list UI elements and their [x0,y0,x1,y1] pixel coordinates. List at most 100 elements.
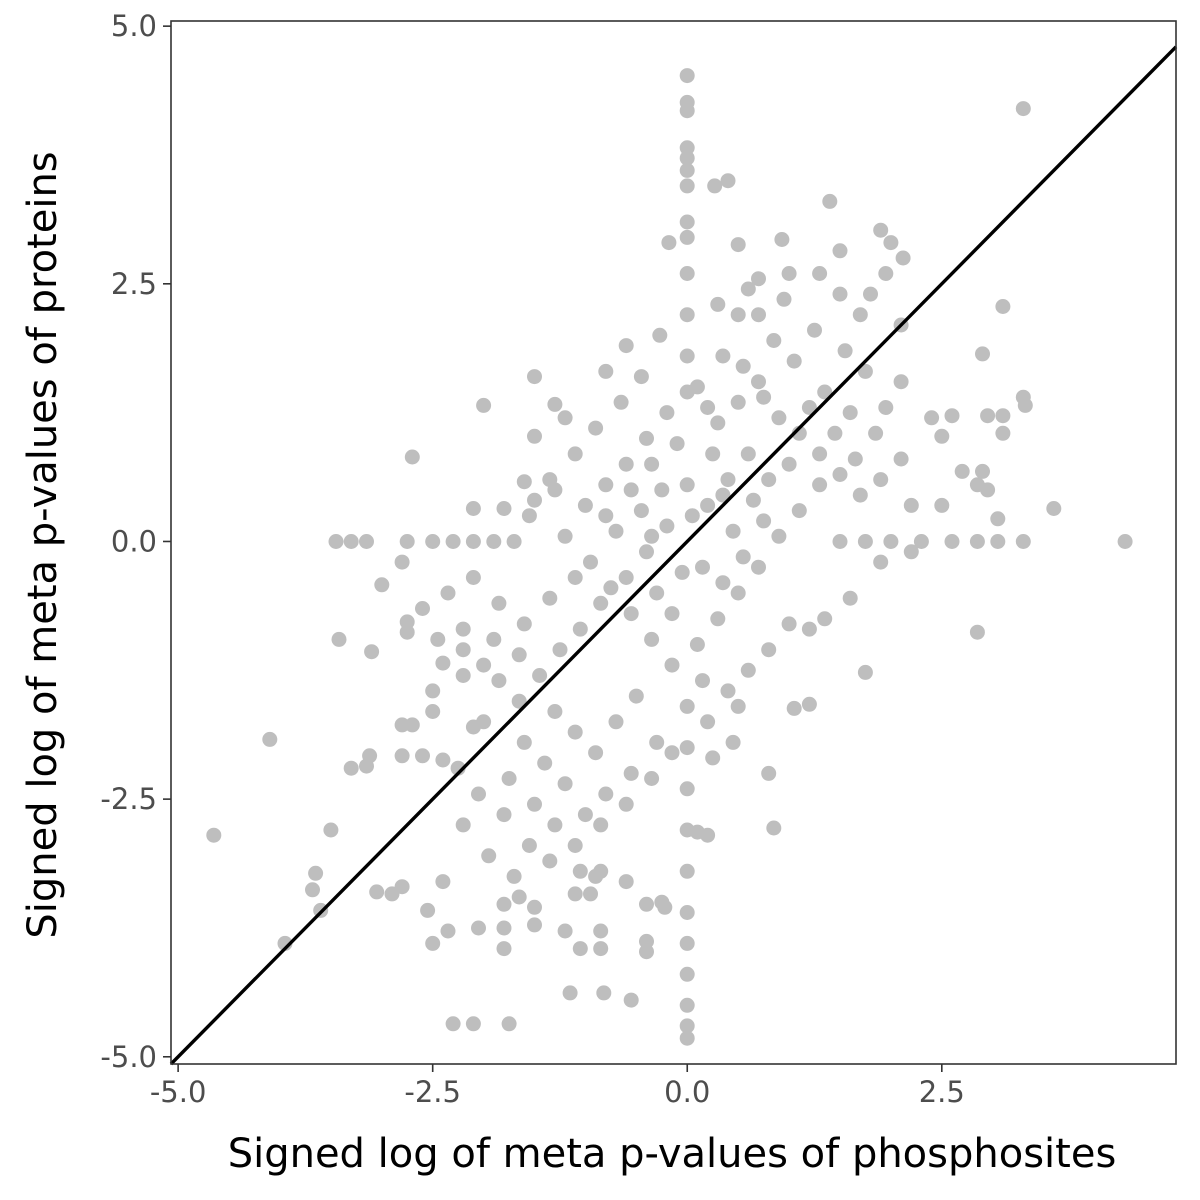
data-point [924,410,940,426]
data-point [465,719,481,735]
y-tick-label: -5.0 [100,1040,157,1074]
data-point [359,534,374,549]
data-point [1017,397,1033,413]
data-point [679,698,695,714]
data-point [695,673,710,689]
x-tick-label: -2.5 [404,1075,461,1109]
data-point [807,322,822,338]
data-point [684,508,700,524]
data-point [842,590,858,606]
data-point [791,503,807,519]
data-point [445,1016,461,1032]
data-point [527,369,542,385]
data-point [547,817,563,833]
data-point [343,760,359,776]
reference-line [169,45,1178,1066]
y-tick-label: 5.0 [111,9,157,43]
y-axis: -5.0 -2.5 0.0 2.5 5.0 [100,9,171,1074]
data-point [903,497,919,513]
data-point [934,428,950,444]
data-point [679,103,695,119]
data-point [262,731,278,747]
data-point [639,933,654,949]
data-point [812,477,828,493]
data-point [893,451,909,467]
data-point [521,508,537,524]
data-point [496,501,512,516]
data-point [374,577,390,593]
data-point [593,863,609,879]
data-point [812,446,828,462]
data-point [659,518,675,534]
data-point [516,616,532,632]
data-point [827,425,843,441]
data-point [496,920,512,936]
data-point [975,463,990,479]
data-point [364,644,380,660]
data-point [817,611,833,627]
data-point [720,472,736,488]
data-point [883,534,899,549]
data-point [801,621,817,637]
data-point [679,266,695,281]
data-point [603,580,619,596]
data-point [801,400,817,415]
data-point [689,379,705,395]
data-point [649,734,665,750]
data-point [567,724,583,740]
data-point [511,889,527,905]
x-axis: -5.0 -2.5 0.0 2.5 [150,1064,965,1109]
data-point [465,570,481,585]
data-point [435,874,451,890]
data-point [471,920,486,936]
data-point [664,657,680,673]
data-point [710,611,726,627]
data-point [598,477,614,493]
data-point [832,286,848,302]
data-point [837,343,853,359]
data-point [863,286,878,302]
data-point [934,497,950,513]
data-point [445,534,461,549]
data-point [1046,501,1062,516]
data-point [572,941,588,957]
data-point [766,820,782,836]
data-point [399,624,415,640]
data-point [786,700,802,716]
data-point [623,765,639,781]
data-point [852,487,868,503]
data-point [623,606,639,622]
x-tick-label: -5.0 [150,1075,207,1109]
data-point [527,899,542,915]
data-point [328,534,344,549]
data-point [496,941,512,957]
data-point [720,683,736,699]
data-point [679,229,695,245]
data-point [542,590,558,606]
data-point [771,410,787,426]
data-point [873,222,889,238]
data-point [679,150,695,166]
data-point [817,384,833,400]
data-point [577,807,593,823]
data-point [725,734,741,750]
data-point [425,935,441,951]
data-point [674,564,690,580]
data-point [501,771,517,786]
data-point [751,374,766,390]
data-point [679,214,695,230]
data-point [471,786,486,802]
data-point [756,513,772,529]
data-point [486,534,502,549]
data-point [596,985,612,1001]
data-point [404,449,420,465]
data-point [852,307,868,323]
data-point [857,534,873,549]
data-point [516,734,532,750]
data-point [679,935,695,951]
data-point [857,664,873,680]
data-point [491,673,507,689]
data-point [511,647,527,663]
data-point [476,657,492,673]
y-tick-label: 2.5 [111,267,157,301]
